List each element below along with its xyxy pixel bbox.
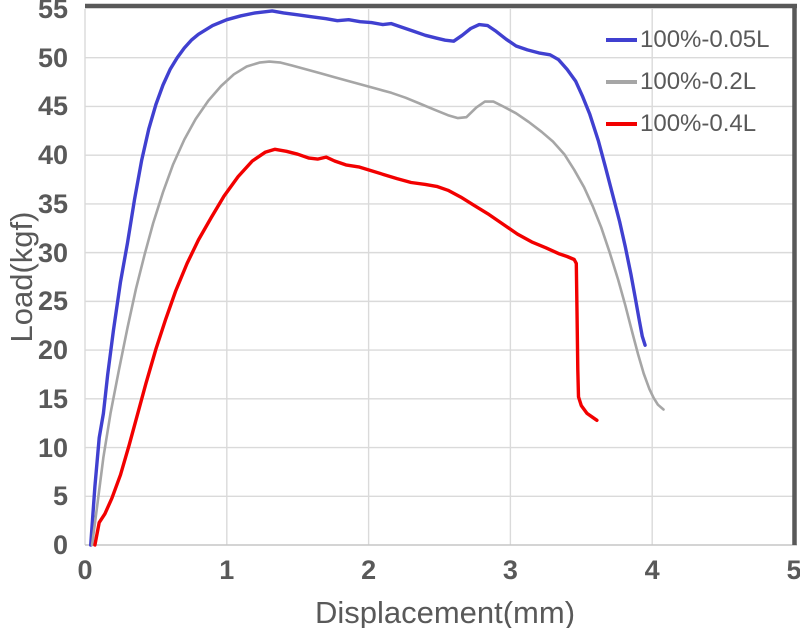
- legend-label: 100%-0.4L: [640, 109, 757, 137]
- legend-item: 100%-0.2L: [606, 66, 769, 97]
- y-tick-label: 55: [37, 0, 68, 24]
- y-tick-label: 20: [37, 335, 68, 366]
- series-line: [93, 147, 599, 547]
- y-tick-label: 45: [37, 91, 68, 122]
- x-tick-label: 4: [644, 555, 660, 585]
- series-line: [88, 9, 647, 547]
- y-tick-label: 10: [37, 432, 68, 463]
- series-line: [90, 60, 665, 547]
- legend-label: 100%-0.05L: [640, 25, 770, 53]
- legend-line-icon: [606, 37, 637, 42]
- legend-label: 100%-0.2L: [640, 67, 757, 95]
- legend-item: 100%-0.4L: [606, 108, 769, 139]
- x-tick-label: 0: [77, 555, 93, 585]
- y-tick-label: 0: [52, 530, 68, 560]
- y-tick-label: 5: [52, 481, 68, 512]
- y-tick-label: 30: [37, 237, 68, 268]
- x-axis-title: Displacement(mm): [314, 595, 576, 628]
- y-tick-label: 40: [37, 140, 68, 171]
- legend: 100%-0.05L 100%-0.2L 100%-0.4L: [606, 24, 769, 150]
- y-tick-label: 35: [37, 188, 68, 219]
- x-tick-label: 1: [219, 555, 235, 585]
- y-tick-label: 25: [37, 286, 68, 317]
- legend-line-icon: [606, 121, 637, 126]
- y-tick-label: 15: [37, 383, 68, 414]
- y-tick-label: 50: [37, 42, 68, 73]
- x-tick-label: 2: [361, 555, 377, 585]
- y-axis-title: Load(kgf): [4, 211, 39, 343]
- x-tick-label: 3: [502, 555, 518, 585]
- legend-item: 100%-0.05L: [606, 24, 769, 55]
- legend-line-icon: [606, 79, 637, 84]
- x-tick-label: 5: [786, 555, 800, 585]
